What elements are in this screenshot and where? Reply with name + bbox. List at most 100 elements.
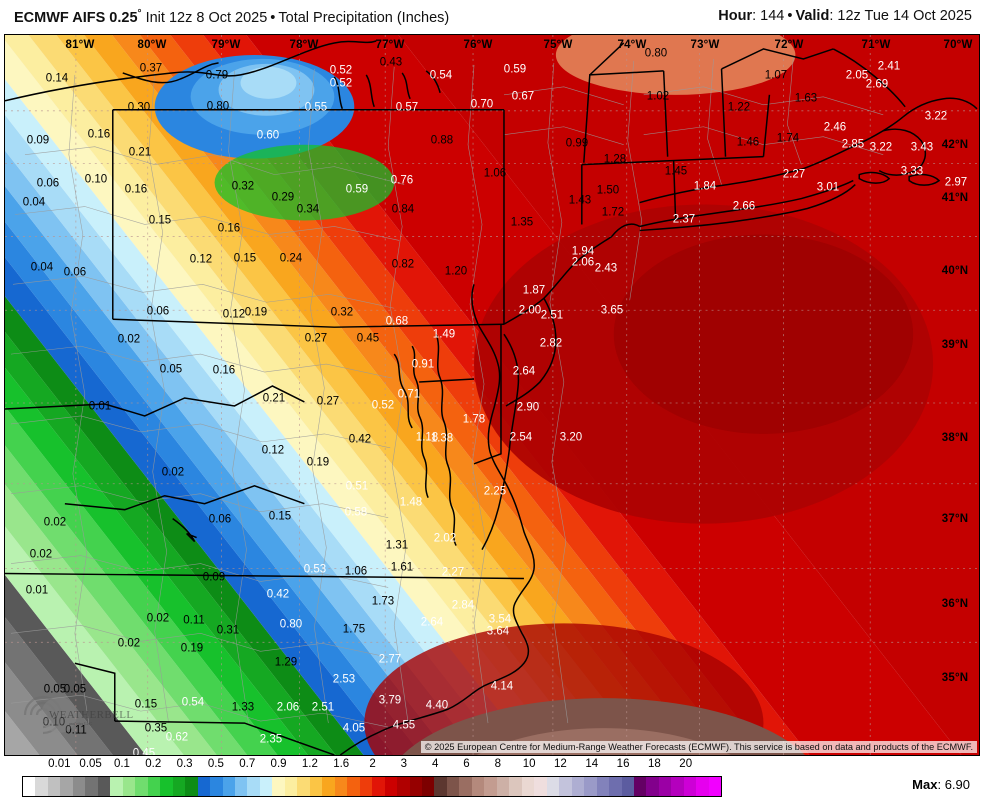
lon-label: 80°W [137,39,167,51]
colorbar-swatch [160,777,173,796]
colorbar-swatch [696,777,709,796]
header-bullet-right: • [787,8,793,24]
lat-label: 35°N [941,672,969,684]
colorbar-swatch [484,777,497,796]
colorbar-swatch [35,777,48,796]
header-title-left: ECMWF AIFS 0.25° Init 12z 8 Oct 2025 • Tot… [14,8,449,26]
colorbar-swatch [172,777,186,796]
colorbar-swatch [23,777,36,796]
colorbar-swatch [197,777,211,796]
colorbar-tick-label: 0.01 [48,758,71,770]
colorbar-swatch [247,777,260,796]
colorbar-swatch [397,777,410,796]
lon-label: 75°W [543,39,573,51]
colorbar-swatch [658,777,672,796]
hour-label: Hour [718,8,753,24]
colorbar-swatch [509,777,522,796]
colorbar-swatch [422,777,435,796]
colorbar-swatch [359,777,373,796]
lon-label: 77°W [375,39,405,51]
lon-label: 79°W [211,39,241,51]
colorbar-swatch [496,777,510,796]
colorbar-swatch [708,777,722,796]
colorbar-swatch [621,777,634,796]
lat-label: 37°N [941,513,969,525]
colorbar-swatch [222,777,235,796]
hour-value: 144 [760,8,785,24]
map-canvas [5,35,979,755]
colorbar-tick-label: 14 [585,758,599,770]
colorbar-tick-label: 6 [463,758,470,770]
max-value-label: Max: 6.90 [912,777,970,792]
colorbar-tick-label: 0.5 [207,758,224,770]
colorbar-tick-label: 2 [369,758,376,770]
colorbar-swatch [122,777,136,796]
colorbar-swatch [559,777,572,796]
lat-label: 36°N [941,598,969,610]
colorbar-swatch [147,777,161,796]
valid-label: Valid [795,8,830,24]
colorbar-swatch [434,777,447,796]
lon-label: 71°W [861,39,891,51]
lon-label: 78°W [289,39,319,51]
colorbar-tick-label: 0.7 [239,758,256,770]
colorbar-swatch [110,777,123,796]
colorbar-tick-label: 10 [522,758,536,770]
colorbar-swatch [534,777,547,796]
graticule [5,35,979,755]
colorbar-swatch [409,777,422,796]
colorbar-ticks: 0.01 0.05 0.1 0.2 0.3 0.5 0.7 0.9 1.2 1.6 2 3 4 6 8 10 1… [0,758,984,774]
colorbar-swatch [309,777,323,796]
colorbar-swatch [284,777,298,796]
lon-label: 74°W [617,39,647,51]
max-label-text: Max [912,777,938,792]
precipitation-map[interactable]: 81°W 80°W 79°W 78°W 77°W 76°W 75°W 74°W 73°W 72°W… [4,34,980,756]
model-name: ECMWF AIFS 0.25 [14,9,138,26]
colorbar-swatch [259,777,273,796]
colorbar-swatch [384,777,398,796]
lon-label: 70°W [943,39,973,51]
colorbar-swatch [334,777,348,796]
colorbar-tick-label: 20 [679,758,693,770]
colorbar-tick-label: 16 [616,758,630,770]
colorbar-swatch [272,777,285,796]
header-title-right: Hour: 144 • Valid: 12z Tue 14 Oct 2025 [718,8,972,24]
colorbar-swatch [234,777,248,796]
header-bullet-left: • [270,9,276,26]
precip-field [5,35,979,755]
colorbar-swatch [97,777,111,796]
colorbar-swatch [596,777,610,796]
colorbar-tick-label: 0.1 [113,758,130,770]
colorbar-swatch [459,777,472,796]
lat-label: 41°N [941,192,969,204]
colorbar-swatch [322,777,335,796]
colorbar-tick-label: 0.3 [176,758,193,770]
colorbar-tick-label: 12 [554,758,567,770]
lon-label: 76°W [463,39,493,51]
lon-label: 73°W [690,39,720,51]
lon-label: 72°W [774,39,804,51]
colorbar-swatch [546,777,560,796]
colorbar-swatch [683,777,697,796]
colorbar-swatches [22,776,722,797]
header-bar: ECMWF AIFS 0.25° Init 12z 8 Oct 2025 • Tot… [0,0,984,34]
init-time: Init 12z 8 Oct 2025 [145,9,268,26]
colorbar-swatch [446,777,460,796]
colorbar-swatch [671,777,684,796]
valid-value: 12z Tue 14 Oct 2025 [837,8,972,24]
colorbar-swatch [47,777,61,796]
colorbar-swatch [85,777,98,796]
colorbar-tick-label: 1.2 [301,758,318,770]
lat-label: 42°N [941,139,969,151]
field-name: Total Precipitation (Inches) [278,9,450,26]
colorbar-swatch [185,777,198,796]
colorbar-tick-label: 8 [494,758,501,770]
colorbar-swatch [72,777,86,796]
colorbar-swatch [372,777,385,796]
colorbar-tick-label: 0.9 [270,758,287,770]
county-borders [10,56,884,728]
colorbar-swatch [471,777,485,796]
colorbar-tick-label: 0.05 [79,758,102,770]
colorbar-swatch [646,777,659,796]
colorbar-swatch [521,777,535,796]
